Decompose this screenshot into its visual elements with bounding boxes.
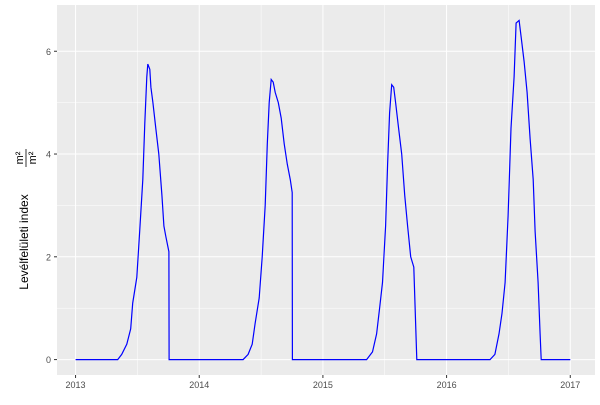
plot-panel bbox=[57, 5, 595, 375]
x-tick-label: 2014 bbox=[189, 380, 209, 390]
y-axis-unit-numerator: m² bbox=[14, 151, 26, 164]
y-axis-label: Levélfelületi index bbox=[17, 194, 31, 289]
x-tick-label: 2016 bbox=[437, 380, 457, 390]
y-tick-label: 0 bbox=[46, 355, 51, 365]
grid-lines bbox=[57, 5, 595, 375]
x-tick-label: 2017 bbox=[560, 380, 580, 390]
y-tick-label: 2 bbox=[46, 252, 51, 262]
y-axis-unit-denominator: m² bbox=[27, 151, 39, 164]
series-line bbox=[75, 19, 571, 361]
axes: 0 2 4 6 2013 2014 2015 2016 2017 bbox=[46, 47, 580, 390]
y-tick-label: 4 bbox=[46, 150, 51, 160]
x-tick-label: 2015 bbox=[313, 380, 333, 390]
y-tick-label: 6 bbox=[46, 47, 51, 57]
y-axis-title: Levélfelületi index m² m² bbox=[14, 149, 39, 290]
x-tick-label: 2013 bbox=[66, 380, 86, 390]
